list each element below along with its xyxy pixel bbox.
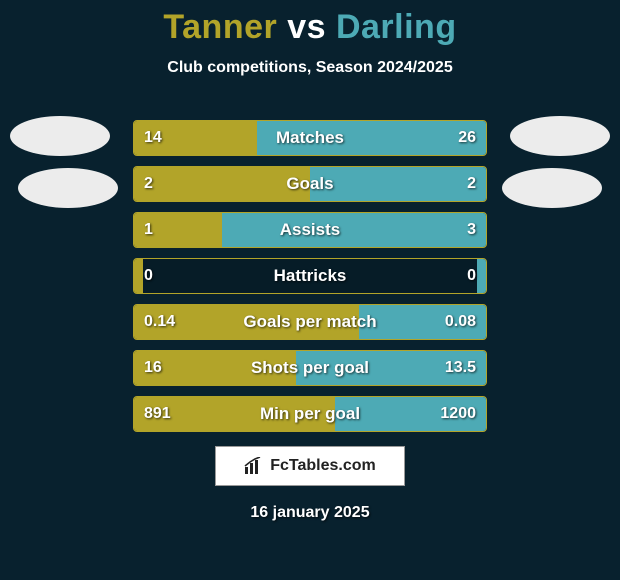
title-vs: vs bbox=[287, 8, 326, 46]
branding-badge[interactable]: FcTables.com bbox=[215, 446, 405, 486]
player2-club-logo-1 bbox=[510, 116, 610, 156]
player1-club-logo-1 bbox=[10, 116, 110, 156]
stat-row: 0.140.08Goals per match bbox=[133, 304, 487, 340]
subtitle: Club competitions, Season 2024/2025 bbox=[0, 59, 620, 77]
stat-label: Min per goal bbox=[134, 397, 486, 431]
stat-label: Assists bbox=[134, 213, 486, 247]
stat-row: 8911200Min per goal bbox=[133, 396, 487, 432]
stat-row: 13Assists bbox=[133, 212, 487, 248]
stat-label: Matches bbox=[134, 121, 486, 155]
stat-row: 22Goals bbox=[133, 166, 487, 202]
chart-icon bbox=[244, 457, 264, 475]
stat-label: Goals bbox=[134, 167, 486, 201]
generation-date: 16 january 2025 bbox=[0, 504, 620, 522]
stat-label: Shots per goal bbox=[134, 351, 486, 385]
title: Tanner vs Darling bbox=[0, 0, 620, 47]
branding-text: FcTables.com bbox=[270, 457, 376, 475]
player2-club-logo-2 bbox=[502, 168, 602, 208]
player1-club-logo-2 bbox=[18, 168, 118, 208]
title-player2: Darling bbox=[336, 8, 457, 46]
stat-row: 00Hattricks bbox=[133, 258, 487, 294]
title-player1: Tanner bbox=[163, 8, 277, 46]
stat-label: Goals per match bbox=[134, 305, 486, 339]
comparison-card: Tanner vs Darling Club competitions, Sea… bbox=[0, 0, 620, 580]
stat-row: 1426Matches bbox=[133, 120, 487, 156]
stat-rows: 1426Matches 22Goals 13Assists 00Hattricks 0.… bbox=[133, 120, 487, 442]
stat-row: 1613.5Shots per goal bbox=[133, 350, 487, 386]
stat-label: Hattricks bbox=[134, 259, 486, 293]
